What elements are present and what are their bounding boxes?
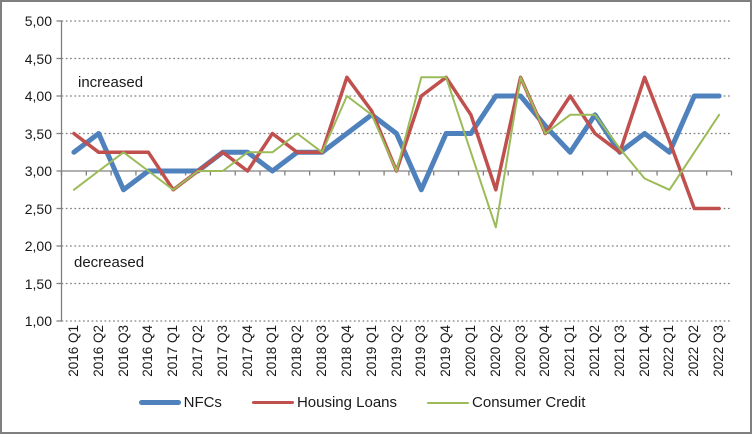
x-axis-label: 2016 Q4	[140, 325, 156, 401]
x-axis-label-text: 2021 Q3	[611, 325, 627, 377]
x-axis-label-text: 2018 Q3	[314, 325, 330, 377]
legend-line-sample	[427, 401, 470, 404]
x-axis-label: 2022 Q3	[711, 325, 727, 401]
x-axis-label-text: 2021 Q1	[562, 325, 578, 377]
y-axis-label: 1,50	[24, 275, 52, 292]
x-axis-label: 2017 Q2	[190, 325, 206, 401]
x-axis-label-text: 2022 Q2	[686, 325, 702, 377]
x-axis-label: 2016 Q3	[116, 325, 132, 401]
x-axis-label: 2016 Q1	[66, 325, 82, 401]
x-axis-label-text: 2017 Q4	[239, 325, 255, 377]
y-axis-label: 4,00	[24, 88, 52, 104]
legend-item-nfcs: NFCs	[138, 394, 222, 411]
x-axis-label: 2022 Q2	[686, 325, 702, 401]
y-axis-label: 4,50	[24, 50, 52, 67]
x-axis-label: 2021 Q3	[612, 325, 628, 401]
x-axis-label: 2018 Q3	[314, 325, 330, 401]
x-axis-label-text: 2018 Q1	[264, 325, 280, 377]
x-axis-label-text: 2021 Q4	[636, 325, 652, 377]
x-axis-label: 2017 Q3	[215, 325, 231, 401]
x-axis-label: 2018 Q2	[289, 325, 305, 401]
x-axis-label-text: 2016 Q4	[140, 325, 156, 377]
x-axis-label: 2019 Q3	[413, 325, 429, 401]
legend-label: Housing Loans	[296, 394, 398, 411]
x-axis-label-text: 2020 Q3	[512, 325, 528, 377]
x-axis-label-text: 2016 Q1	[65, 325, 81, 377]
x-axis-label: 2022 Q1	[661, 325, 677, 401]
legend-item-housing-loans: Housing Loans	[251, 394, 398, 411]
x-axis-label-text: 2017 Q2	[189, 325, 205, 377]
x-axis-label: 2016 Q2	[91, 325, 107, 401]
x-axis-label: 2020 Q3	[513, 325, 529, 401]
x-axis-label-text: 2019 Q3	[413, 325, 429, 377]
x-axis-label: 2019 Q2	[389, 325, 405, 401]
x-axis-label-text: 2017 Q3	[214, 325, 230, 377]
y-axis-label: 2,50	[24, 200, 52, 217]
chart-legend: NFCs Housing Loans Consumer Credit	[2, 394, 722, 411]
x-axis-label-text: 2021 Q2	[587, 325, 603, 377]
x-axis-label-text: 2019 Q4	[438, 325, 454, 377]
x-axis-label: 2020 Q4	[537, 325, 553, 401]
x-axis-label: 2021 Q2	[587, 325, 603, 401]
series-line-consumer-credit	[72, 76, 721, 229]
legend-line-sample	[251, 400, 294, 405]
x-axis-label-text: 2020 Q2	[487, 325, 503, 377]
x-axis-label: 2020 Q1	[463, 325, 479, 401]
x-axis-label: 2019 Q1	[364, 325, 380, 401]
x-axis-label-text: 2018 Q4	[338, 325, 354, 377]
x-axis-label-text: 2019 Q1	[363, 325, 379, 377]
annotation-increased: increased	[78, 74, 144, 91]
x-axis-label: 2021 Q4	[637, 325, 653, 401]
x-axis-label-text: 2022 Q1	[661, 325, 677, 377]
x-axis-label-text: 2016 Q3	[115, 325, 131, 377]
legend-label: NFCs	[183, 394, 222, 411]
legend-line-sample	[138, 400, 181, 405]
x-axis-label-text: 2017 Q1	[165, 325, 181, 377]
x-axis-label: 2019 Q4	[438, 325, 454, 401]
y-axis-label: 3,50	[24, 125, 52, 142]
legend-label: Consumer Credit	[472, 394, 586, 411]
y-axis-label: 5,00	[24, 13, 52, 29]
legend-item-consumer-credit: Consumer Credit	[427, 394, 585, 411]
x-axis-label-text: 2020 Q4	[537, 325, 553, 377]
x-axis-label: 2020 Q2	[488, 325, 504, 401]
x-axis-label-text: 2019 Q2	[388, 325, 404, 377]
series-line-nfcs	[71, 93, 722, 193]
x-axis-label: 2018 Q4	[339, 325, 355, 401]
x-axis-label-text: 2018 Q2	[289, 325, 305, 377]
x-axis-label-text: 2016 Q2	[90, 325, 106, 377]
y-axis-label: 2,00	[24, 238, 52, 254]
x-axis-label-text: 2020 Q1	[462, 325, 478, 377]
y-axis-label: 3,00	[24, 163, 52, 179]
x-axis-label: 2021 Q1	[562, 325, 578, 401]
x-axis-label: 2018 Q1	[264, 325, 280, 401]
x-axis-label: 2017 Q1	[165, 325, 181, 401]
y-axis-label: 1,00	[24, 313, 52, 329]
x-axis-label: 2017 Q4	[240, 325, 256, 401]
annotation-decreased: decreased	[74, 254, 145, 271]
x-axis-label-text: 2022 Q3	[711, 325, 727, 377]
